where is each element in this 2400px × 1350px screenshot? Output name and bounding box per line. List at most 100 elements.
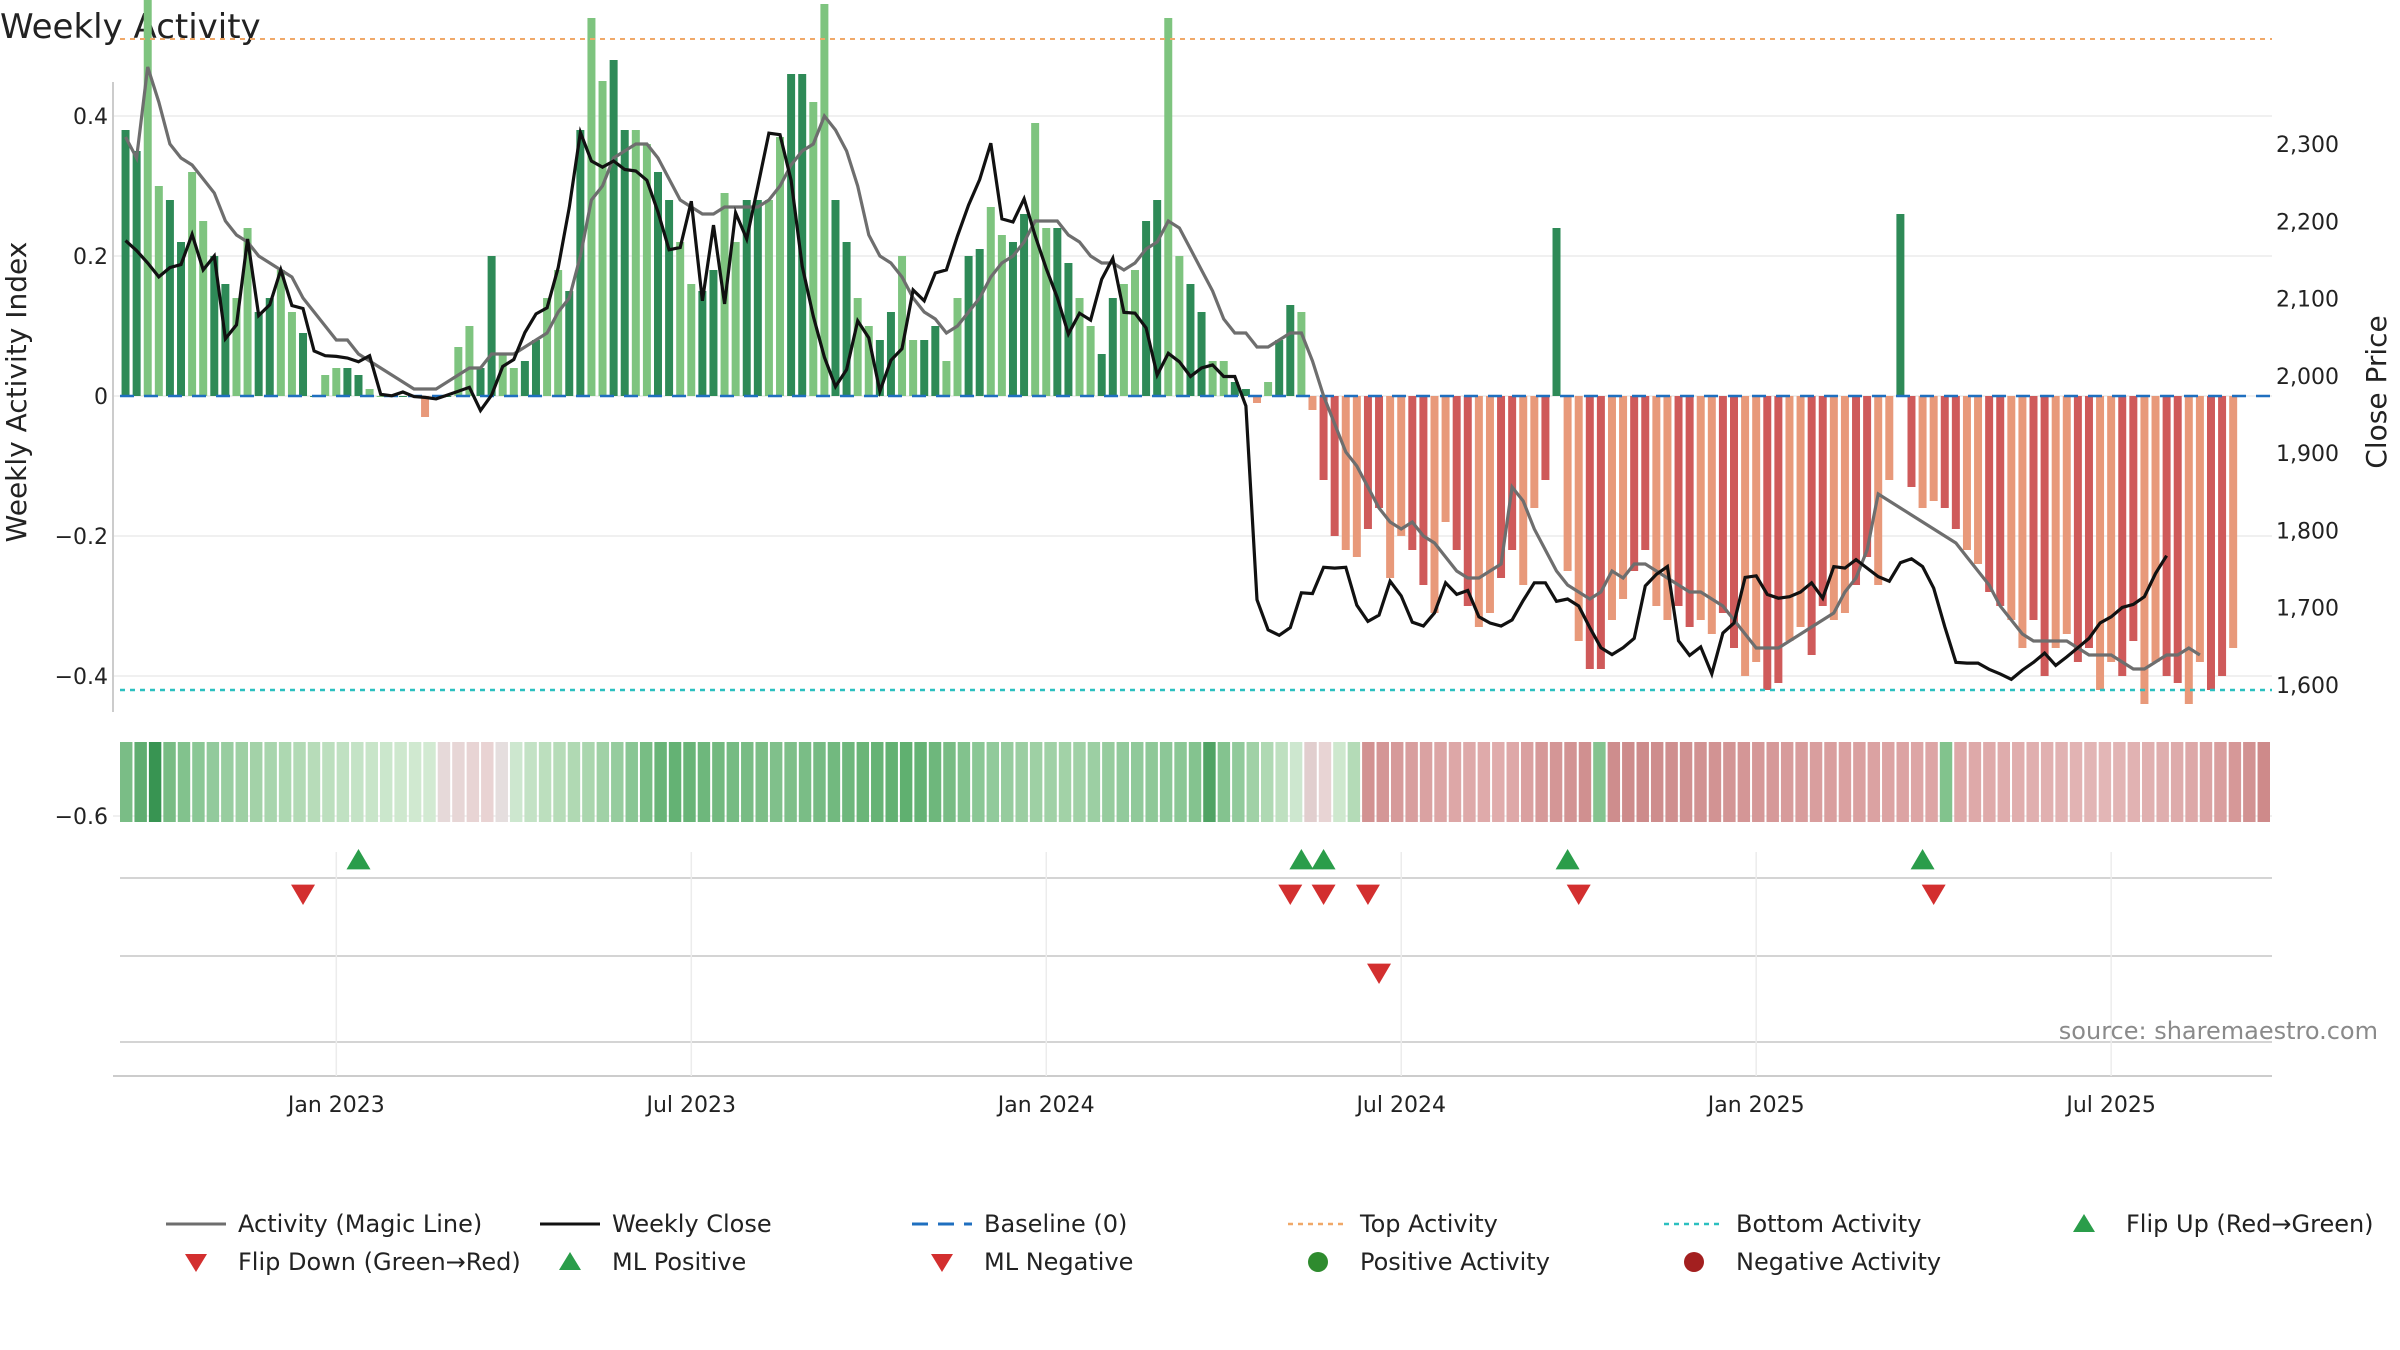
activity-bar bbox=[1219, 361, 1228, 396]
legend-item-line-black: Weekly Close bbox=[540, 1210, 772, 1238]
activity-bar bbox=[875, 340, 884, 396]
activity-bar bbox=[1108, 298, 1117, 396]
activity-bar bbox=[1119, 284, 1128, 396]
heat-strip-cell bbox=[914, 742, 927, 822]
heat-strip-cell bbox=[264, 742, 277, 822]
heat-strip-cell bbox=[2069, 742, 2083, 822]
heat-strip-cell bbox=[1939, 742, 1953, 822]
heat-strip-cell bbox=[1073, 742, 1086, 822]
activity-bar bbox=[1308, 396, 1317, 410]
activity-bar bbox=[1996, 396, 2005, 606]
activity-bar bbox=[1552, 228, 1561, 396]
heat-strip-cell bbox=[1087, 742, 1101, 822]
heat-strip-cell bbox=[1116, 742, 1130, 822]
activity-bar bbox=[165, 200, 174, 396]
x-tick-label: Jul 2025 bbox=[2064, 1093, 2156, 1118]
heat-strip-cell bbox=[1015, 742, 1028, 822]
heat-strip-cell bbox=[1217, 742, 1231, 822]
activity-bar bbox=[1075, 298, 1084, 396]
activity-bar bbox=[1275, 340, 1284, 396]
activity-bar bbox=[177, 242, 186, 396]
activity-bar bbox=[1186, 284, 1195, 396]
heat-strip-cell bbox=[755, 742, 768, 822]
activity-bar bbox=[1785, 396, 1794, 641]
activity-bar bbox=[1386, 396, 1395, 578]
heat-strip-cell bbox=[538, 742, 552, 822]
heat-strip-cell bbox=[1968, 742, 1982, 822]
flip-down-marker bbox=[1311, 884, 1336, 905]
heat-strip-cell bbox=[668, 742, 682, 822]
activity-bar bbox=[909, 340, 918, 396]
activity-bar bbox=[509, 368, 518, 396]
x-tick-label: Jan 2025 bbox=[1706, 1093, 1805, 1118]
legend-swatch bbox=[1308, 1252, 1328, 1272]
activity-bar bbox=[154, 186, 163, 396]
legend-item-line-gray: Activity (Magic Line) bbox=[166, 1210, 482, 1238]
legend-swatch bbox=[931, 1254, 953, 1272]
activity-bar bbox=[742, 200, 751, 396]
heat-strip-cell bbox=[1188, 742, 1202, 822]
activity-bar bbox=[1530, 396, 1539, 508]
activity-bar bbox=[354, 375, 363, 396]
heat-strip-cell bbox=[134, 742, 147, 822]
activity-bar bbox=[1974, 396, 1983, 564]
heat-strip-cell bbox=[394, 742, 407, 822]
reference-lines bbox=[120, 38, 2272, 692]
activity-bar bbox=[343, 368, 352, 396]
flip-down-marker bbox=[291, 884, 316, 905]
activity-bar bbox=[576, 130, 585, 396]
activity-bar bbox=[2051, 396, 2060, 648]
activity-bar bbox=[1330, 396, 1339, 536]
heat-strip-cell bbox=[596, 742, 610, 822]
heat-strip-cell bbox=[2199, 742, 2213, 822]
activity-bar bbox=[1363, 396, 1372, 529]
heat-strip-cell bbox=[842, 742, 855, 822]
heat-strip-cell bbox=[1203, 742, 1216, 822]
activity-bar bbox=[1208, 361, 1217, 396]
activity-bar bbox=[1951, 396, 1960, 529]
activity-bar bbox=[1652, 396, 1661, 606]
heat-strip-cell bbox=[1405, 742, 1418, 822]
activity-bar bbox=[1175, 256, 1184, 396]
activity-bar bbox=[1230, 382, 1239, 396]
activity-bar bbox=[1086, 326, 1095, 396]
x-tick-label: Jul 2024 bbox=[1354, 1093, 1446, 1118]
heat-strip-cell bbox=[351, 742, 364, 822]
activity-bar bbox=[853, 298, 862, 396]
heat-strip-cell bbox=[2084, 742, 2097, 822]
activity-bar bbox=[1741, 396, 1750, 676]
y-axis-right-label: Close Price bbox=[2360, 315, 2393, 468]
heat-strip-cell bbox=[307, 742, 321, 822]
activity-bar bbox=[2062, 396, 2071, 634]
activity-bar bbox=[1452, 396, 1461, 550]
heat-strip-cell bbox=[1910, 742, 1924, 822]
activity-bar bbox=[1519, 396, 1528, 585]
legend-item-tri-up-green: Flip Up (Red→Green) bbox=[2073, 1210, 2374, 1238]
heat-strip-cell bbox=[827, 742, 841, 822]
heat-strip-cell bbox=[1766, 742, 1779, 822]
source-note: source: sharemaestro.com bbox=[2059, 1017, 2378, 1045]
heat-strip-cell bbox=[1347, 742, 1361, 822]
activity-bar bbox=[2096, 396, 2105, 690]
activity-bar bbox=[1962, 396, 1971, 550]
y-right-tick-label: 2,000 bbox=[2276, 365, 2339, 390]
heat-strip-cell bbox=[1882, 742, 1895, 822]
y-left-tick-label: −0.6 bbox=[55, 805, 108, 830]
activity-bar bbox=[520, 361, 529, 396]
activity-bar bbox=[554, 270, 563, 396]
y-right-tick-label: 2,200 bbox=[2276, 210, 2339, 235]
x-tick-label: Jul 2023 bbox=[645, 1093, 737, 1118]
heat-strip-cell bbox=[899, 742, 913, 822]
flip-up-marker bbox=[346, 849, 371, 870]
flip-down-marker bbox=[1566, 884, 1591, 905]
activity-bar bbox=[1541, 396, 1550, 480]
heat-strip-cell bbox=[1752, 742, 1765, 822]
legend-swatch bbox=[559, 1252, 581, 1270]
activity-bar bbox=[598, 81, 607, 396]
activity-bar bbox=[132, 151, 141, 396]
activity-bar bbox=[265, 298, 274, 396]
heat-strip-cell bbox=[625, 742, 638, 822]
flip-down-marker bbox=[1355, 884, 1380, 905]
activity-bar bbox=[299, 333, 308, 396]
